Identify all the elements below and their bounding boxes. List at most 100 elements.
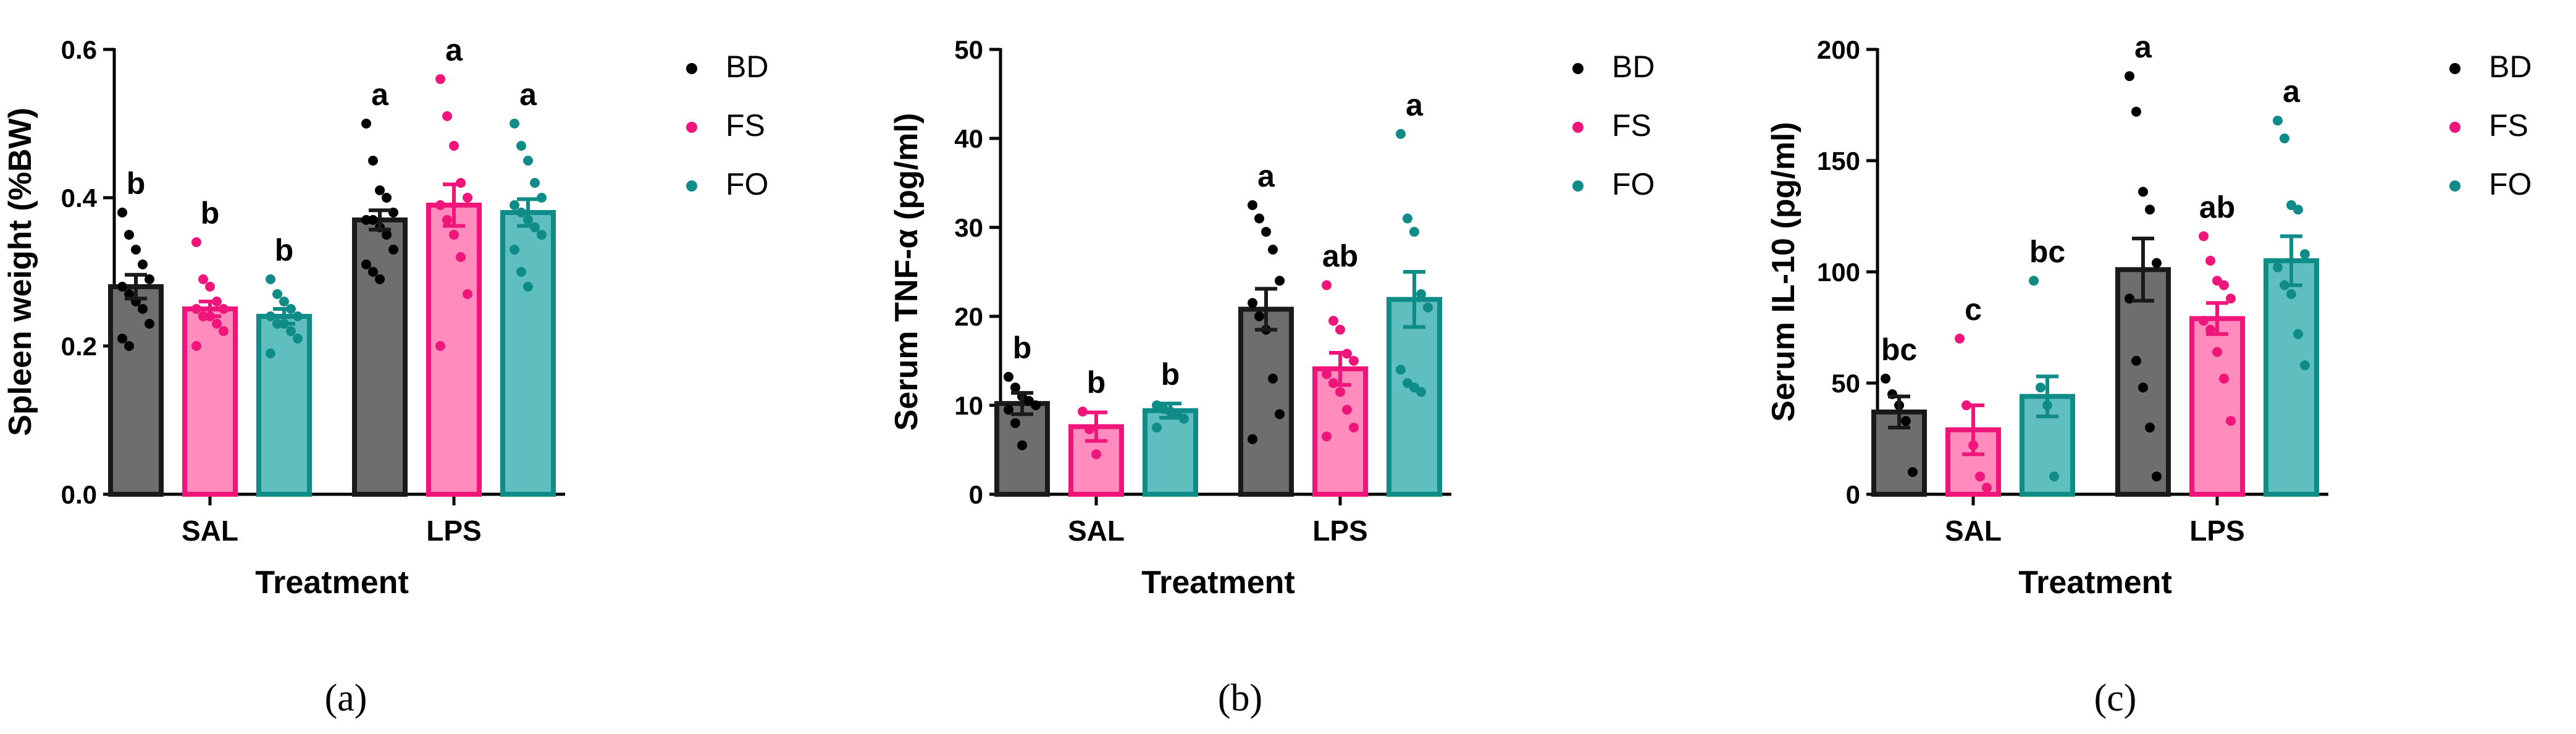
panel-a-significance-letter: a [445, 33, 463, 67]
panel-b-point-bd [1254, 213, 1264, 224]
panel-c-x-tick-label: SAL [1945, 515, 2002, 547]
panel-c-point-fs [2205, 256, 2215, 266]
panel-b-point-fo [1409, 227, 1419, 237]
panel-b-legend-marker-fo [1572, 180, 1584, 192]
panel-b-bar-bd-lps [1238, 306, 1294, 497]
panel-b-point-bd [1261, 227, 1271, 237]
panel-b-point-fs [1349, 356, 1359, 366]
panel-b-point-bd [1004, 371, 1013, 382]
panel-c-point-fs [2219, 373, 2229, 384]
panel-c-legend-label-fs: FS [2489, 108, 2528, 143]
panel-a-point-fs [463, 193, 472, 203]
panel-b-point-bd [1248, 434, 1257, 444]
panel-a-significance-letter: a [371, 77, 389, 112]
panel-b-significance-letter: a [1257, 159, 1275, 193]
panel-a-point-bd [131, 245, 141, 255]
panel-a-point-fs [191, 304, 201, 314]
panel-b-x-tick-label: LPS [1312, 515, 1367, 547]
panel-c-point-bd [1901, 416, 1911, 426]
panel-a-point-fo [272, 289, 282, 299]
panel-c-point-fo [2049, 471, 2059, 482]
panel-a-point-fo [293, 311, 303, 321]
panel-b-significance-letter: b [1161, 357, 1180, 392]
panel-a-legend-marker-bd [686, 63, 697, 74]
panel-a-point-bd [117, 334, 127, 344]
panel-a-point-fo [510, 119, 519, 129]
panel-a-point-fs [442, 111, 452, 121]
panel-a-point-bd [361, 119, 371, 129]
panel-b-point-bd [1248, 298, 1257, 308]
panel-a-significance-letter: a [519, 77, 537, 112]
panel-b-x-axis-title: Treatment [1141, 565, 1295, 601]
panel-a-bar-bd-lps [352, 217, 408, 497]
panel-b-point-fs [1085, 424, 1094, 434]
panel-a-bar-fs-lps [426, 203, 482, 497]
panel-a-point-bd [368, 156, 378, 166]
panel-b-point-bd [1275, 276, 1285, 286]
panel-b-point-bd [1268, 245, 1278, 255]
panel-c-bar-bd-lps [2115, 267, 2171, 497]
panel-b-significance-letter: a [1406, 88, 1424, 122]
panel-b-point-bd [1010, 418, 1020, 428]
panel-c-point-fo [2300, 249, 2310, 259]
panel-c-point-fo [2300, 360, 2310, 371]
panel-b-point-bd [1017, 440, 1027, 450]
panel-a-point-fs [212, 319, 222, 329]
panel-b-significance-letter: b [1087, 365, 1106, 400]
panel-c-legend-marker-fs [2449, 122, 2461, 133]
panel-c-significance-letter: bc [2029, 234, 2065, 269]
panel-a-point-bd [145, 319, 154, 329]
panel-c-point-fo [2273, 116, 2283, 126]
panel-a-point-fs [463, 289, 472, 299]
panel-b-legend-label-fo: FO [1612, 167, 1655, 201]
panel-b-legend-label-bd: BD [1612, 49, 1655, 84]
panel-c-point-bd [2145, 423, 2155, 432]
panel-c-point-fo [2286, 289, 2296, 299]
panel-b-point-fo [1403, 213, 1412, 224]
panel-c-significance-letter: c [1965, 292, 1982, 327]
panel-c-label: (c) [2094, 677, 2137, 719]
panel-a-significance-letter: b [201, 196, 220, 230]
panel-c-point-bd [2152, 258, 2162, 268]
panel-a-point-bd [138, 304, 148, 314]
panel-b-significance-letter: b [1013, 331, 1032, 365]
panel-a-significance-letter: b [127, 166, 146, 201]
panel-b-point-fs [1328, 316, 1338, 326]
panel-b-y-tick-label: 10 [954, 391, 983, 420]
panel-b-point-bd [1248, 200, 1257, 210]
panel-a-x-tick-label: LPS [426, 515, 481, 547]
panel-a-point-fo [537, 230, 547, 240]
panel-a-x-tick-label: SAL [182, 515, 238, 547]
panel-b-point-fs [1349, 423, 1359, 432]
panel-c-point-fs [2226, 416, 2236, 426]
panel-b-point-fs [1322, 431, 1332, 442]
panel-a-point-fo [510, 245, 519, 255]
panel-b-point-bd [1254, 311, 1264, 321]
panel-a-y-tick-label: 0.2 [61, 332, 97, 361]
panel-c-bar-fo-lps [2263, 258, 2319, 497]
panel-b-bar-fo-sal [1143, 408, 1198, 497]
panel-c-point-bd [2131, 356, 2141, 366]
panel-c-point-fs [2199, 316, 2209, 326]
panel-a-point-bd [124, 289, 134, 299]
panel-a-label: (a) [325, 677, 367, 719]
panel-c-point-fo [2293, 205, 2303, 215]
panel-a-point-bd [138, 259, 148, 269]
panel-a-point-fo [510, 200, 519, 210]
panel-a-point-bd [145, 274, 154, 284]
panel-c-significance-letter: bc [1881, 332, 1917, 367]
panel-a-point-fo [516, 141, 526, 151]
panel-b-y-tick-label: 30 [954, 213, 983, 242]
panel-a-point-bd [124, 341, 134, 351]
panel-b-point-fo [1416, 387, 1426, 397]
panel-c-point-bd [2138, 382, 2148, 393]
panel-b-legend-label-fs: FS [1612, 108, 1651, 143]
panel-c-point-fo [2293, 329, 2303, 339]
panel-c-point-fs [1975, 471, 1985, 482]
panel-b-label: (b) [1218, 677, 1262, 719]
panel-b-y-tick-label: 0 [969, 480, 983, 509]
panel-a-point-fs [205, 282, 215, 292]
panel-a-point-fs [449, 230, 459, 240]
panel-c-point-bd [2138, 187, 2148, 197]
panel-a-point-fo [266, 348, 275, 358]
